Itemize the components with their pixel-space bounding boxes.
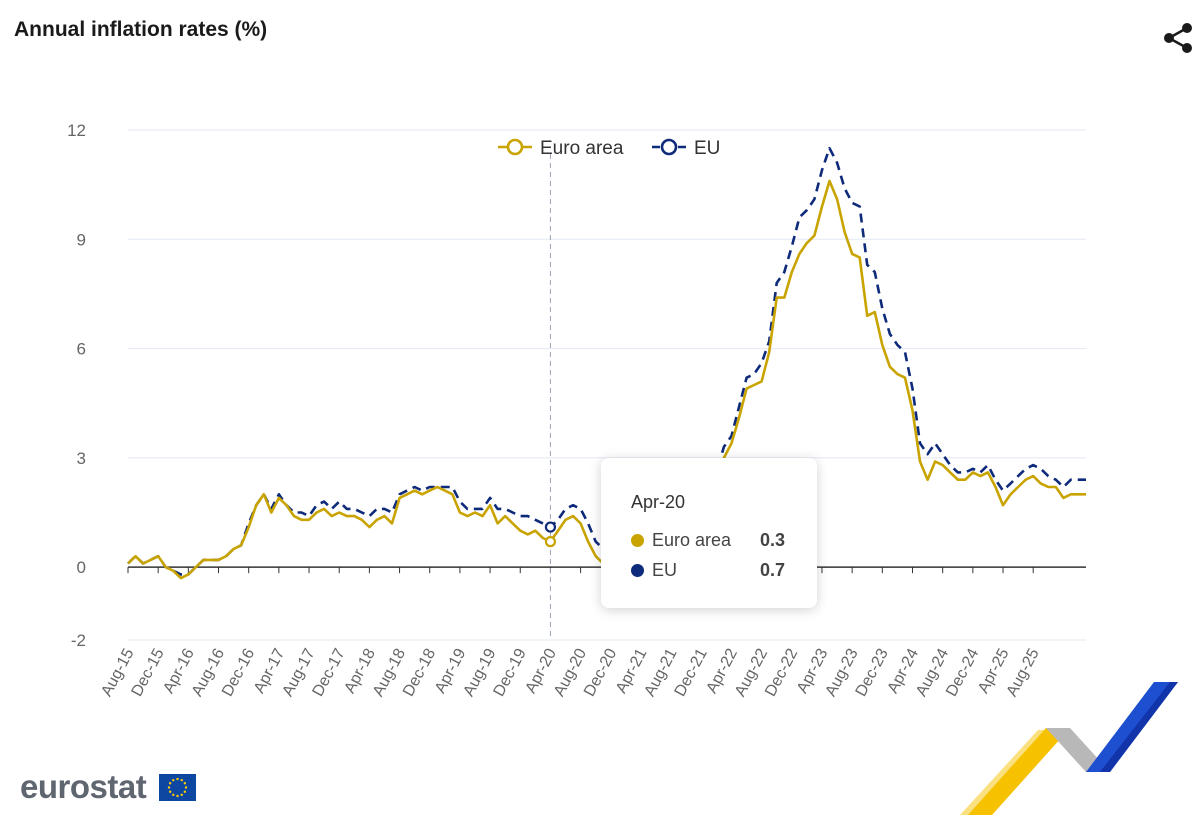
tooltip-row-eu: EU 0.7 — [631, 555, 787, 585]
tooltip-value: 0.7 — [760, 559, 786, 580]
y-tick-label: 3 — [77, 449, 86, 468]
x-axis-ticks: Aug-15Dec-15Apr-16Aug-16Dec-16Apr-17Aug-… — [98, 567, 1043, 699]
y-tick-label: 6 — [77, 340, 86, 359]
legend-marker — [506, 138, 524, 156]
tooltip-dot-euro-area — [631, 533, 644, 547]
share-icon[interactable] — [1160, 20, 1196, 56]
legend-marker — [660, 138, 678, 156]
y-tick-label: 12 — [67, 121, 86, 140]
tooltip-row-euro-area: Euro area 0.3 — [631, 525, 787, 555]
highlight-crosshair — [544, 154, 557, 640]
tooltip-value: 0.3 — [760, 529, 786, 550]
tooltip-name: Euro area — [652, 529, 732, 550]
y-tick-label: 9 — [77, 230, 86, 249]
chart-tooltip: Apr-20 Euro area 0.3 EU 0.7 — [601, 458, 817, 608]
highlight-marker-eu — [544, 521, 557, 533]
eurostat-logo: eurostat — [20, 768, 147, 805]
y-tick-label: -2 — [71, 631, 86, 650]
y-tick-label: 0 — [77, 558, 86, 577]
tooltip-name: EU — [652, 559, 678, 580]
legend-label: EU — [694, 138, 720, 159]
tooltip-dot-eu — [631, 563, 644, 577]
y-axis-ticks: -2 0 3 6 9 12 — [67, 121, 86, 650]
legend: Euro area EU — [498, 138, 720, 159]
highlight-marker-euro-area — [544, 536, 557, 548]
eu-flag-icon — [159, 774, 196, 801]
eurostat-decoration-icon — [960, 680, 1180, 820]
legend-label: Euro area — [540, 138, 624, 159]
chart-title: Annual inflation rates (%) — [14, 18, 268, 41]
tooltip-date: Apr-20 — [631, 492, 686, 512]
